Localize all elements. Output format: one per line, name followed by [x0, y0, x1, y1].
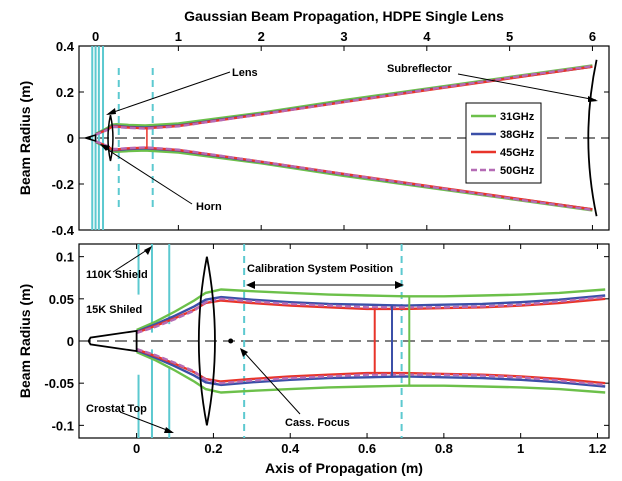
cass-focus-arrow: [241, 349, 301, 415]
annotation-subreflector: Subreflector: [387, 63, 453, 75]
bottom-xtick-label: 1: [517, 441, 524, 456]
top-series: [95, 64, 593, 212]
horn-arrow: [101, 145, 193, 205]
bottom-x-ticks: 0 0.2 0.4 0.6 0.8 1 1.2: [133, 244, 607, 456]
bottom-ytick-label: -0.05: [44, 376, 74, 391]
chart-title: Gaussian Beam Propagation, HDPE Single L…: [184, 8, 504, 24]
legend-label-45GHz: 45GHz: [500, 147, 535, 159]
subreflector-arrowhead: [588, 96, 598, 102]
shield-arrowhead: [144, 246, 152, 255]
top-xtick-label: 5: [506, 29, 513, 44]
bottom-series-38GHz-upper: [136, 294, 606, 333]
calibration-arrowhead-right: [395, 281, 404, 289]
top-y-axis-label: Beam Radius (m): [17, 81, 33, 195]
shield-arrow: [112, 247, 151, 273]
crostat-arrow: [119, 411, 173, 433]
top-series-50GHz-upper: [95, 64, 593, 136]
bottom-optics: [87, 256, 411, 426]
top-ytick-label: 0.4: [56, 39, 75, 54]
horn-arrowhead: [100, 144, 110, 151]
bottom-lens: [197, 256, 216, 426]
bottom-annotations: 110K Shield 15K Shiled Crostat Top Calib…: [86, 246, 404, 433]
top-optics: [83, 59, 598, 217]
top-xtick-label: 6: [589, 29, 596, 44]
top-series-50GHz-lower: [95, 140, 593, 212]
annotation-calibration-position: Calibration System Position: [247, 263, 393, 275]
top-subreflector: [587, 59, 598, 217]
top-xtick-label: 0: [92, 29, 99, 44]
legend-label-38GHz: 38GHz: [500, 129, 535, 141]
annotation-lens: Lens: [232, 67, 258, 79]
bottom-xtick-label: 0.2: [204, 441, 222, 456]
calibration-arrowhead-left: [246, 281, 255, 289]
top-xtick-label: 2: [258, 29, 265, 44]
top-ytick-label: 0: [67, 131, 74, 146]
bottom-y-axis-label: Beam Radius (m): [17, 284, 33, 398]
bottom-ytick-label: 0: [67, 334, 74, 349]
top-annotations: Lens Horn Subreflector: [100, 63, 598, 213]
bottom-series-50GHz-upper: [136, 295, 606, 335]
bottom-x-axis-label: Axis of Propagation (m): [265, 460, 423, 476]
top-y-ticks: -0.4 -0.2 0 0.2 0.4: [52, 39, 609, 238]
bottom-ytick-label: 0.1: [56, 250, 74, 265]
lens-arrowhead: [106, 108, 116, 115]
top-xtick-label: 3: [340, 29, 347, 44]
annotation-crostat-top: Crostat Top: [86, 403, 147, 415]
bottom-ytick-label: 0.05: [49, 292, 74, 307]
top-xtick-label: 1: [175, 29, 182, 44]
annotation-horn: Horn: [196, 201, 222, 213]
cass-focus-point: [228, 338, 234, 344]
bottom-series-31GHz-lower: [136, 350, 606, 394]
top-ytick-label: 0.2: [56, 85, 74, 100]
lens-arrow: [107, 71, 231, 115]
crostat-arrowhead: [164, 427, 174, 433]
bottom-xtick-label: 0.6: [358, 441, 376, 456]
annotation-cass-focus: Cass. Focus: [285, 417, 350, 429]
bottom-series-50GHz-lower: [136, 347, 606, 387]
bottom-ytick-label: -0.1: [52, 418, 74, 433]
top-lens: [107, 114, 114, 162]
subreflector-arrow: [457, 73, 597, 101]
bottom-xtick-label: 0.8: [435, 441, 453, 456]
top-horn: [83, 134, 97, 142]
bottom-xtick-label: 0.4: [281, 441, 300, 456]
bottom-y-ticks: -0.1 -0.05 0 0.05 0.1: [44, 250, 609, 433]
bottom-panel: 0 0.2 0.4 0.6 0.8 1 1.2 -0.1 -0.05 0 0.05 0.1 Beam…: [17, 243, 610, 476]
bottom-aperture-lines: [137, 244, 403, 438]
legend-label-50GHz: 50GHz: [500, 165, 535, 177]
cass-focus-arrowhead: [240, 348, 248, 357]
top-ytick-label: -0.2: [52, 177, 74, 192]
top-legend: 31GHz 38GHz 45GHz 50GHz: [465, 102, 542, 184]
top-ytick-label: -0.4: [52, 223, 75, 238]
bottom-series-31GHz-upper: [136, 288, 606, 332]
bottom-series: [136, 288, 606, 394]
bottom-horn: [87, 329, 138, 353]
legend-label-31GHz: 31GHz: [500, 111, 535, 123]
annotation-15k-shiled: 15K Shiled: [86, 304, 142, 316]
annotation-110k-shield: 110K Shield: [86, 269, 148, 281]
bottom-xtick-label: 0: [133, 441, 140, 456]
bottom-xtick-label: 1.2: [588, 441, 606, 456]
bottom-series-38GHz-lower: [136, 349, 606, 388]
top-xtick-label: 4: [423, 29, 431, 44]
